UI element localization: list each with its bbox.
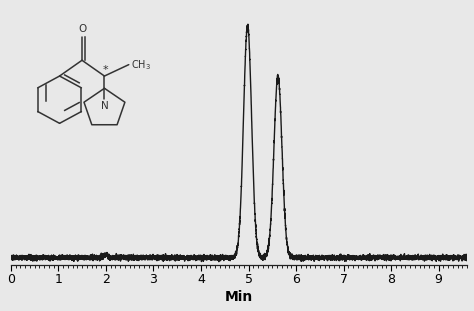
X-axis label: Min: Min bbox=[225, 290, 253, 304]
